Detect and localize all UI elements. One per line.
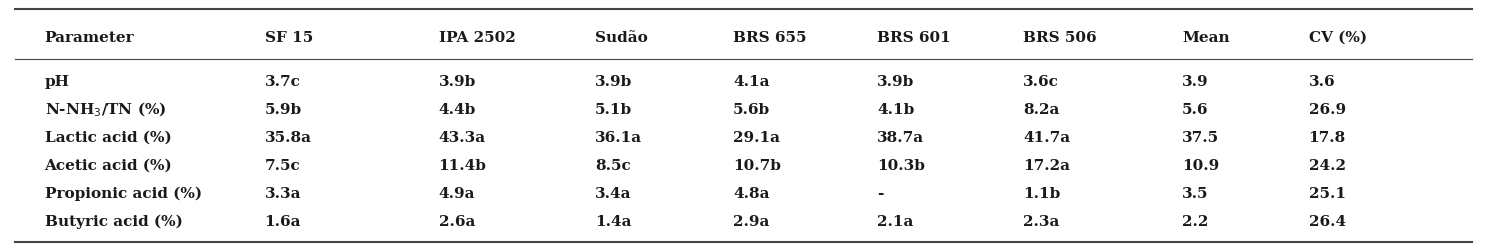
Text: 17.8: 17.8 [1309, 130, 1346, 144]
Text: Parameter: Parameter [45, 30, 134, 44]
Text: 1.4a: 1.4a [595, 214, 632, 228]
Text: 2.6a: 2.6a [439, 214, 474, 228]
Text: 4.1a: 4.1a [733, 74, 770, 88]
Text: 2.1a: 2.1a [877, 214, 913, 228]
Text: 24.2: 24.2 [1309, 158, 1346, 172]
Text: 35.8a: 35.8a [265, 130, 312, 144]
Text: Lactic acid (%): Lactic acid (%) [45, 130, 171, 144]
Text: 1.1b: 1.1b [1023, 186, 1060, 200]
Text: N-NH$_3$/TN (%): N-NH$_3$/TN (%) [45, 100, 167, 118]
Text: 38.7a: 38.7a [877, 130, 925, 144]
Text: Butyric acid (%): Butyric acid (%) [45, 214, 183, 228]
Text: 10.7b: 10.7b [733, 158, 781, 172]
Text: Propionic acid (%): Propionic acid (%) [45, 186, 202, 200]
Text: 11.4b: 11.4b [439, 158, 486, 172]
Text: 3.9b: 3.9b [595, 74, 632, 88]
Text: 4.4b: 4.4b [439, 102, 476, 116]
Text: CV (%): CV (%) [1309, 30, 1367, 44]
Text: SF 15: SF 15 [265, 30, 312, 44]
Text: 5.9b: 5.9b [265, 102, 302, 116]
Text: 3.7c: 3.7c [265, 74, 300, 88]
Text: 4.1b: 4.1b [877, 102, 915, 116]
Text: 3.5: 3.5 [1182, 186, 1209, 200]
Text: 26.4: 26.4 [1309, 214, 1346, 228]
Text: 2.9a: 2.9a [733, 214, 769, 228]
Text: Sudão: Sudão [595, 30, 647, 44]
Text: 3.9b: 3.9b [877, 74, 915, 88]
Text: 3.9b: 3.9b [439, 74, 476, 88]
Text: 43.3a: 43.3a [439, 130, 486, 144]
Text: 2.3a: 2.3a [1023, 214, 1059, 228]
Text: 3.9: 3.9 [1182, 74, 1209, 88]
Text: 29.1a: 29.1a [733, 130, 781, 144]
Text: 4.8a: 4.8a [733, 186, 770, 200]
Text: 4.9a: 4.9a [439, 186, 476, 200]
Text: 5.1b: 5.1b [595, 102, 632, 116]
Text: BRS 601: BRS 601 [877, 30, 952, 44]
Text: 7.5c: 7.5c [265, 158, 300, 172]
Text: 10.9: 10.9 [1182, 158, 1219, 172]
Text: 3.6: 3.6 [1309, 74, 1335, 88]
Text: 36.1a: 36.1a [595, 130, 642, 144]
Text: 8.2a: 8.2a [1023, 102, 1059, 116]
Text: 37.5: 37.5 [1182, 130, 1219, 144]
Text: BRS 506: BRS 506 [1023, 30, 1097, 44]
Text: 41.7a: 41.7a [1023, 130, 1071, 144]
Text: 5.6b: 5.6b [733, 102, 770, 116]
Text: 1.6a: 1.6a [265, 214, 302, 228]
Text: BRS 655: BRS 655 [733, 30, 806, 44]
Text: 3.4a: 3.4a [595, 186, 632, 200]
Text: -: - [877, 186, 883, 200]
Text: 17.2a: 17.2a [1023, 158, 1071, 172]
Text: Mean: Mean [1182, 30, 1230, 44]
Text: 10.3b: 10.3b [877, 158, 925, 172]
Text: IPA 2502: IPA 2502 [439, 30, 516, 44]
Text: 3.3a: 3.3a [265, 186, 302, 200]
Text: 25.1: 25.1 [1309, 186, 1346, 200]
Text: 8.5c: 8.5c [595, 158, 630, 172]
Text: Acetic acid (%): Acetic acid (%) [45, 158, 172, 172]
Text: 26.9: 26.9 [1309, 102, 1346, 116]
Text: 5.6: 5.6 [1182, 102, 1209, 116]
Text: pH: pH [45, 74, 70, 88]
Text: 3.6c: 3.6c [1023, 74, 1059, 88]
Text: 2.2: 2.2 [1182, 214, 1209, 228]
